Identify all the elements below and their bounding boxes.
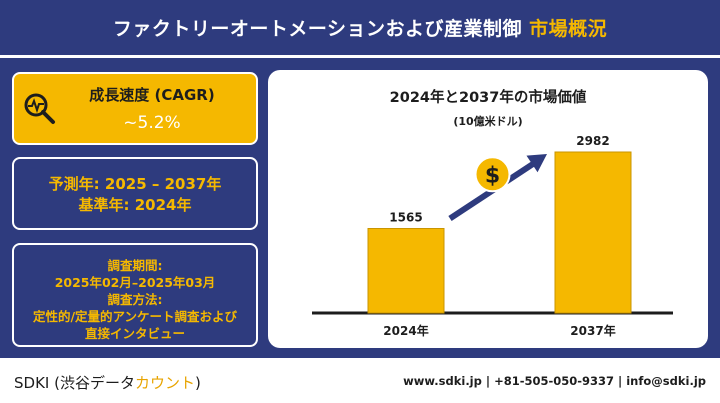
brand-main: SDKI (渋谷データ xyxy=(14,374,135,392)
header-banner: ファクトリーオートメーションおよび産業制御 市場概況 xyxy=(0,0,720,58)
bar-0 xyxy=(367,228,445,314)
survey-method-line2: 直接インタビュー xyxy=(84,326,185,341)
footer: SDKI (渋谷データカウント) www.sdki.jp | +81-505-0… xyxy=(0,358,720,403)
survey-period-label: 調査期間: xyxy=(107,258,163,273)
survey-method-label: 調査方法: xyxy=(107,292,163,307)
brand-end: ) xyxy=(194,374,201,392)
brand-accent: カウント xyxy=(134,374,195,392)
forecast-years-panel: 予測年: 2025 – 2037年 基準年: 2024年 xyxy=(12,157,258,230)
survey-panel: 調査期間: 2025年02月–2025年03月 調査方法: 定性的/定量的アンケ… xyxy=(12,243,258,347)
base-year-text: 基準年: 2024年 xyxy=(78,196,192,214)
bar-1 xyxy=(554,151,632,314)
dollar-coin-icon xyxy=(474,156,511,193)
magnifier-chart-icon xyxy=(24,93,55,124)
category-label-1: 2037年 xyxy=(570,323,615,338)
page-title-highlight: 市場概況 xyxy=(529,18,608,40)
cagr-label: 成長速度 (CAGR) xyxy=(89,86,215,104)
bar-value-label-1: 2982 xyxy=(576,134,609,148)
market-value-chart: 2024年と2037年の市場価値 (10億米ドル) 1565 2024年 2982 2… xyxy=(312,88,673,338)
dollar-sign-glyph: $ xyxy=(485,163,500,188)
contact-info: www.sdki.jp | +81-505-050-9337 | info@sd… xyxy=(403,374,706,388)
forecast-years-text: 予測年: 2025 – 2037年 xyxy=(48,175,222,193)
cagr-value: ~5.2% xyxy=(123,113,181,133)
page-title-main: ファクトリーオートメーションおよび産業制御 xyxy=(112,18,522,40)
page-title: ファクトリーオートメーションおよび産業制御 市場概況 xyxy=(0,14,720,41)
category-label-0: 2024年 xyxy=(383,323,428,338)
cagr-panel: 成長速度 (CAGR) ~5.2% xyxy=(12,72,258,145)
chart-card: 2024年と2037年の市場価値 (10億米ドル) 1565 2024年 2982 2… xyxy=(268,70,708,348)
survey-period-value: 2025年02月–2025年03月 xyxy=(54,275,216,290)
growth-arrow-head xyxy=(526,154,547,173)
survey-method-line1: 定性的/定量的アンケート調査および xyxy=(32,309,238,324)
brand-name: SDKI (渋谷データカウント) xyxy=(14,372,201,393)
chart-title: 2024年と2037年の市場価値 xyxy=(390,88,587,106)
bar-value-label-0: 1565 xyxy=(389,211,422,225)
chart-subtitle: (10億米ドル) xyxy=(453,114,522,128)
